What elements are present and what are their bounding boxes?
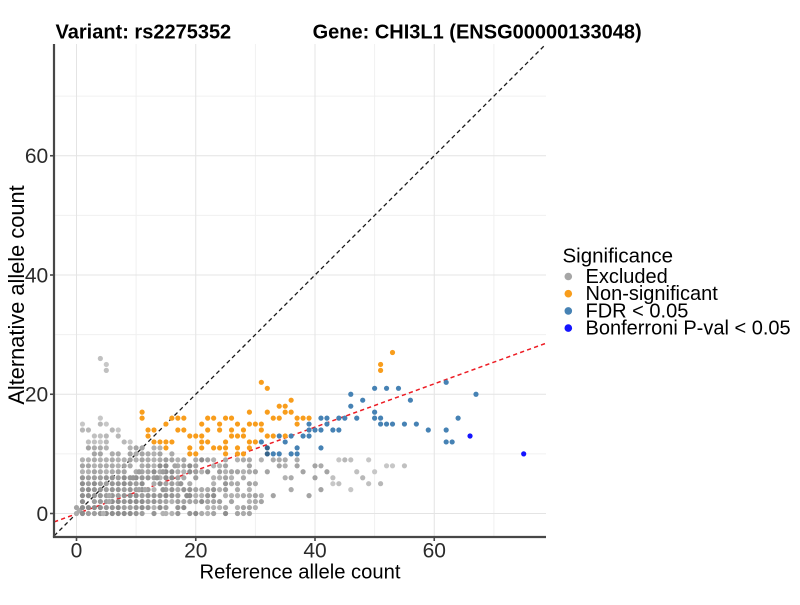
svg-text:Bonferroni P-val < 0.05: Bonferroni P-val < 0.05 bbox=[586, 318, 791, 340]
svg-text:Alternative allele count: Alternative allele count bbox=[4, 185, 29, 404]
svg-text:20: 20 bbox=[184, 540, 207, 563]
svg-text:Variant: rs2275352: Variant: rs2275352 bbox=[56, 22, 232, 44]
svg-text:Non-significant: Non-significant bbox=[586, 283, 719, 305]
svg-text:60: 60 bbox=[423, 540, 446, 563]
svg-text:FDR < 0.05: FDR < 0.05 bbox=[586, 300, 689, 322]
svg-text:40: 40 bbox=[303, 540, 326, 563]
svg-text:0: 0 bbox=[37, 503, 49, 526]
svg-text:60: 60 bbox=[25, 145, 48, 168]
svg-text:Reference allele count: Reference allele count bbox=[200, 562, 401, 584]
svg-text:0: 0 bbox=[71, 540, 83, 563]
svg-text:20: 20 bbox=[25, 384, 48, 407]
svg-text:Significance: Significance bbox=[563, 245, 674, 268]
svg-text:Gene: CHI3L1 (ENSG00000133048): Gene: CHI3L1 (ENSG00000133048) bbox=[313, 22, 642, 44]
svg-text:Excluded: Excluded bbox=[586, 266, 668, 288]
svg-text:40: 40 bbox=[25, 264, 48, 287]
